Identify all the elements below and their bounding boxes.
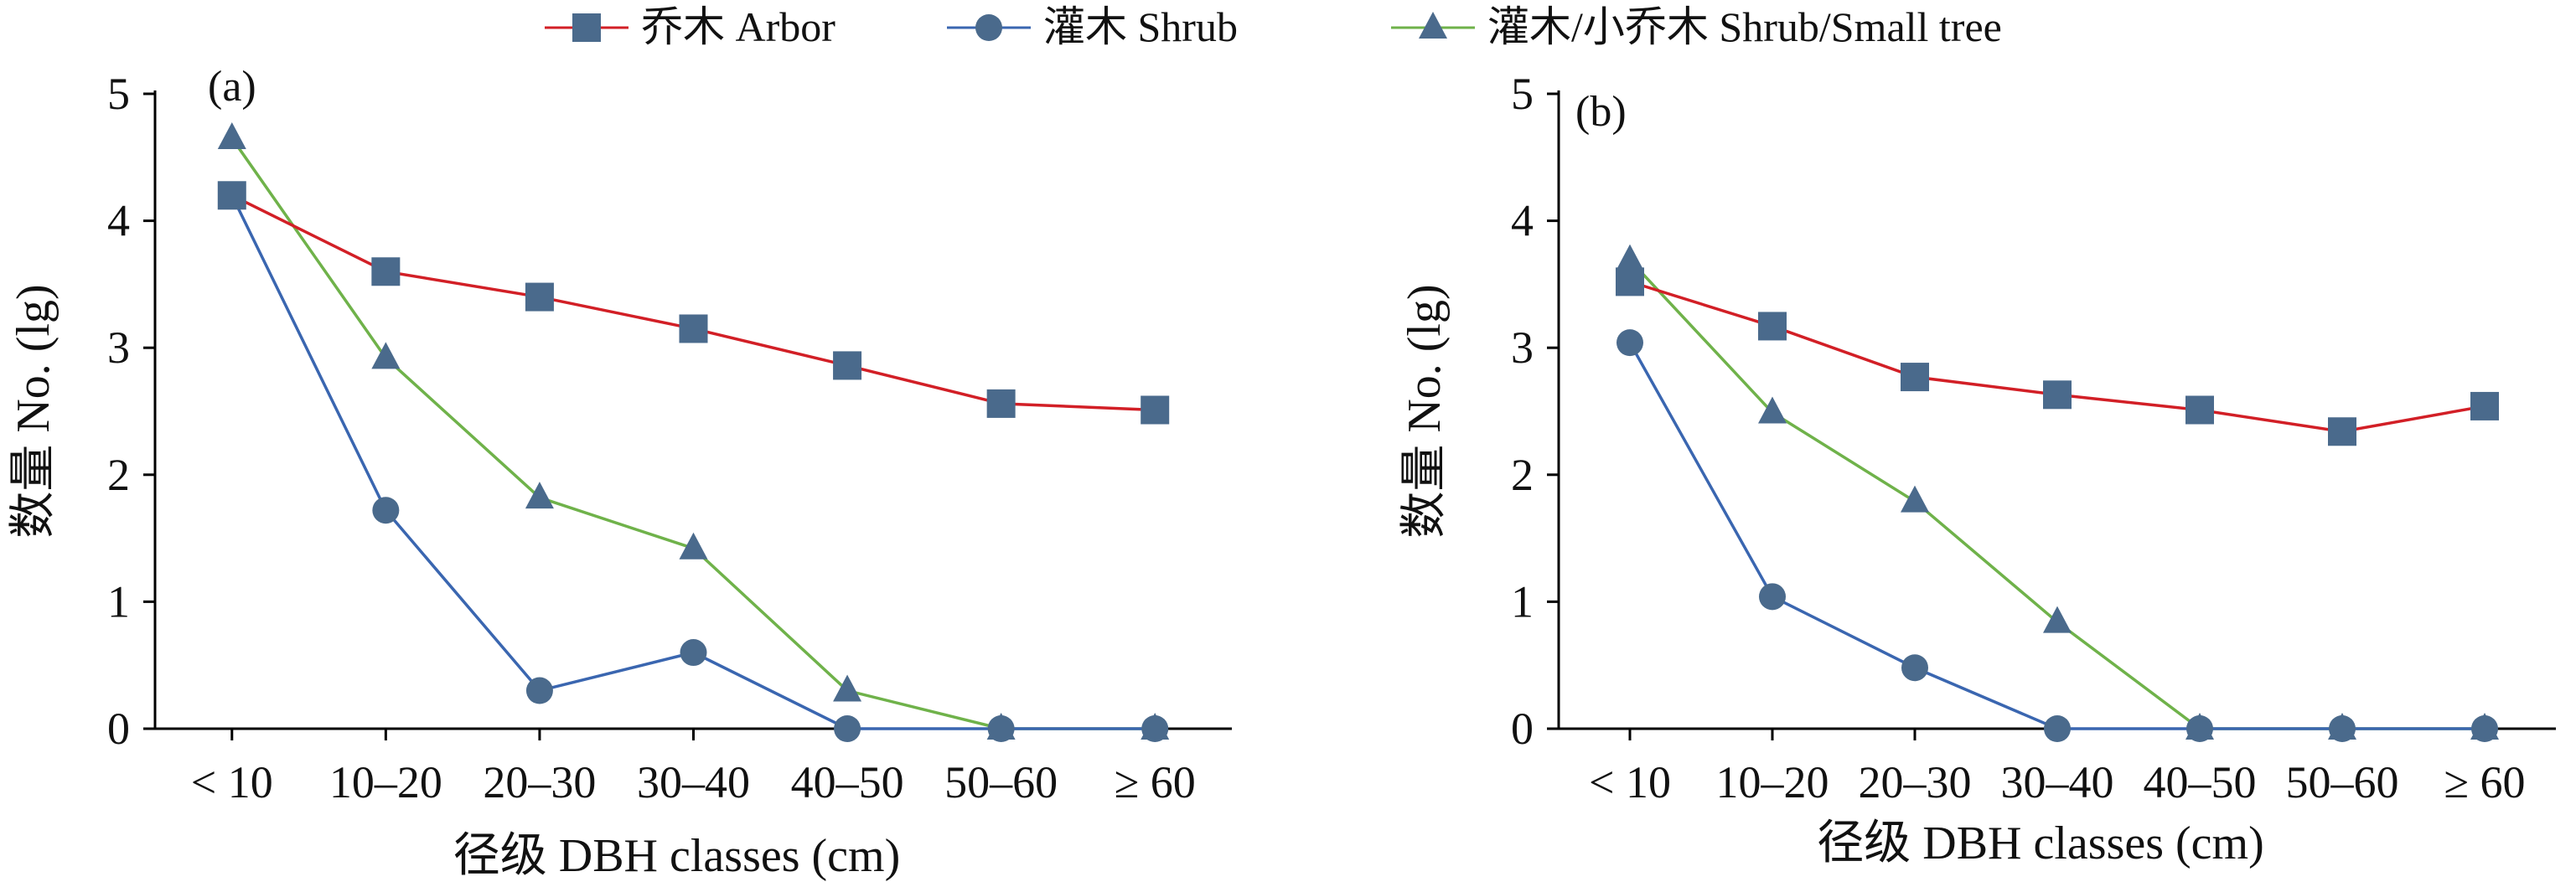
x-tick-label: 30–40 <box>2001 757 2114 807</box>
data-point-triangle <box>217 122 246 150</box>
y-axis-title: 数量 No. (lg) <box>1399 284 1451 538</box>
x-tick-label: ≥ 60 <box>2444 757 2525 807</box>
data-point-square <box>1758 312 1787 341</box>
legend-label: 灌木 Shrub <box>1043 3 1238 50</box>
data-point-square <box>2470 391 2499 420</box>
data-point-square <box>371 257 401 286</box>
data-point-triangle <box>371 342 401 369</box>
data-point-triangle <box>2043 606 2072 633</box>
legend-label: 灌木/小乔木 Shrub/Small tree <box>1487 3 2002 50</box>
y-tick-label: 3 <box>1511 322 1534 373</box>
x-tick-label: 10–20 <box>1716 757 1829 807</box>
chart-panel-a: 0 1 2 3 4 5 < 10 10–20 20–30 30–40 40–50 50–60 ≥ 60 径… <box>8 63 1232 882</box>
x-tick-label: < 10 <box>1589 757 1671 807</box>
data-point-square <box>1141 395 1170 425</box>
data-point-square <box>2328 417 2356 446</box>
x-axis-title: 径级 DBH classes (cm) <box>1817 817 2263 869</box>
data-point-circle <box>2044 715 2071 742</box>
y-tick-label: 5 <box>1511 69 1534 119</box>
x-tick-label: < 10 <box>191 757 273 807</box>
x-tick-label: 20–30 <box>483 757 596 807</box>
data-point-triangle <box>1616 244 1644 271</box>
data-point-triangle <box>1901 485 1929 513</box>
y-tick-label: 2 <box>107 450 130 500</box>
data-point-square <box>833 351 862 380</box>
panel-label: (b) <box>1575 88 1627 136</box>
x-tick-label: 40–50 <box>2144 757 2257 807</box>
data-point-circle <box>2186 715 2213 742</box>
y-tick-label: 4 <box>107 196 130 246</box>
x-tick-label: 10–20 <box>329 757 442 807</box>
data-point-triangle <box>525 482 554 509</box>
x-tick-label: 50–60 <box>2286 757 2399 807</box>
data-point-circle <box>1759 583 1786 611</box>
x-tick-label: 20–30 <box>1859 757 1972 807</box>
data-point-triangle <box>1758 396 1787 424</box>
series-line-square <box>231 193 1156 412</box>
data-point-circle <box>1141 715 1169 742</box>
data-point-circle <box>1616 329 1643 357</box>
data-point-square <box>679 314 708 343</box>
data-point-square <box>1901 363 1929 392</box>
data-point-triangle <box>833 674 862 702</box>
data-point-square <box>2043 380 2072 410</box>
legend: 乔木 Arbor 灌木 Shrub 灌木/小乔木 Shrub/Small tree <box>545 3 2002 50</box>
x-tick-label: 40–50 <box>791 757 904 807</box>
legend-marker-triangle <box>1419 12 1447 39</box>
data-point-circle <box>525 677 553 704</box>
series-line-square <box>1629 280 2485 434</box>
data-point-circle <box>1901 654 1928 682</box>
data-point-square <box>525 282 554 312</box>
legend-marker-square <box>572 13 601 42</box>
y-tick-label: 0 <box>1511 704 1534 754</box>
y-tick-label: 1 <box>1511 576 1534 627</box>
y-tick-label: 3 <box>107 322 130 373</box>
x-axis-title: 径级 DBH classes (cm) <box>453 830 900 882</box>
chart-panel-b: 0 1 2 3 4 5 < 10 10–20 20–30 30–40 40–50 50–60 ≥ 60 径… <box>1399 69 2556 869</box>
data-point-triangle <box>679 532 708 560</box>
panel-label: (a) <box>208 63 256 111</box>
legend-label: 乔木 Arbor <box>641 3 835 50</box>
data-point-square <box>217 181 246 210</box>
data-point-circle <box>372 497 400 524</box>
data-point-square <box>986 389 1016 418</box>
legend-marker-circle <box>975 14 1002 41</box>
y-tick-label: 5 <box>107 69 130 119</box>
x-tick-label: 30–40 <box>637 757 750 807</box>
data-point-circle <box>834 715 861 742</box>
x-tick-label: ≥ 60 <box>1115 757 1196 807</box>
x-tick-label: 50–60 <box>944 757 1058 807</box>
y-tick-label: 4 <box>1511 196 1534 246</box>
y-axis-title: 数量 No. (lg) <box>8 284 59 538</box>
data-point-circle <box>987 715 1015 742</box>
data-point-circle <box>2329 715 2356 742</box>
data-point-square <box>2185 395 2214 425</box>
y-tick-label: 1 <box>107 576 130 627</box>
y-tick-label: 0 <box>107 704 130 754</box>
y-tick-label: 2 <box>1511 450 1534 500</box>
data-point-circle <box>2471 715 2498 742</box>
data-point-circle <box>680 639 707 667</box>
data-point-square <box>1616 267 1644 297</box>
